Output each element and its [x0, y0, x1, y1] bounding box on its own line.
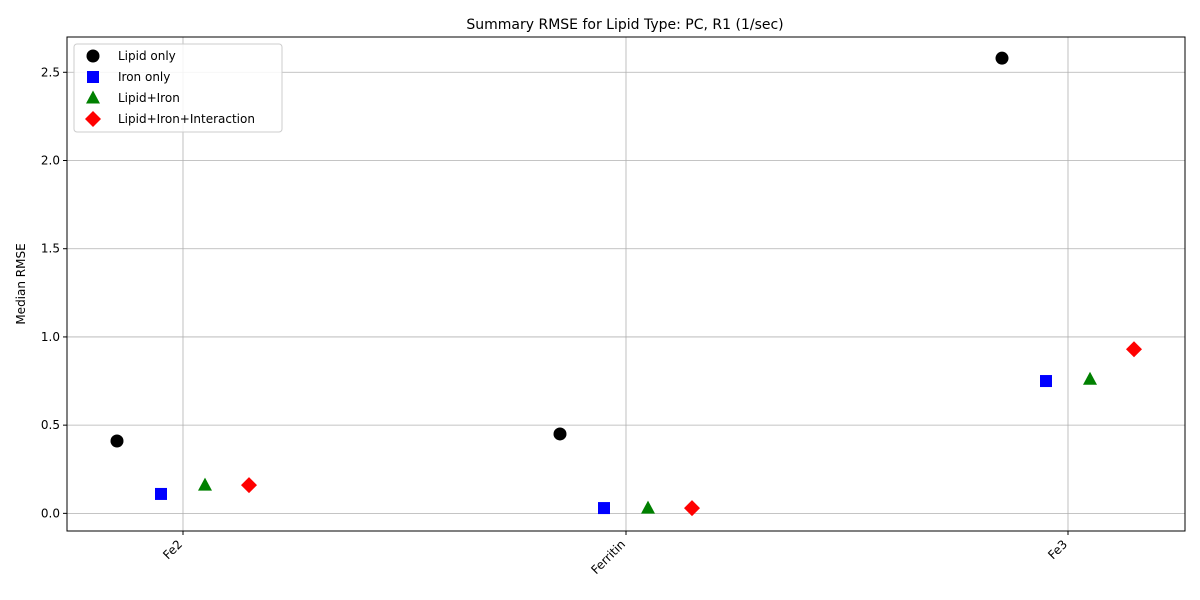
legend-marker: [86, 49, 100, 63]
y-tick-label: 0.0: [41, 506, 60, 520]
y-tick-label: 0.5: [41, 418, 60, 432]
data-point: [1126, 341, 1142, 358]
legend-label: Lipid+Iron+Interaction: [118, 112, 255, 126]
y-axis-label: Median RMSE: [14, 243, 28, 324]
data-points: [110, 51, 1142, 517]
legend-marker: [87, 71, 99, 83]
data-point: [995, 51, 1009, 65]
legend: Lipid only Iron only Lipid+Iron Lipid+Iron+…: [73, 43, 283, 133]
chart-title: Summary RMSE for Lipid Type: PC, R1 (1/s…: [466, 17, 783, 33]
data-point: [241, 477, 257, 494]
data-point: [598, 502, 610, 515]
data-point: [641, 500, 655, 514]
legend-box: [73, 43, 283, 133]
y-tick-label: 1.5: [41, 242, 60, 256]
data-point: [155, 487, 167, 500]
legend-marker: [85, 111, 101, 127]
legend-label: Lipid+Iron: [118, 91, 180, 105]
y-tick-label: 1.0: [41, 330, 60, 344]
data-point: [1040, 375, 1052, 388]
legend-label: Iron only: [118, 70, 170, 84]
y-axis: 0.0 0.5 1.0 1.5 2.0 2.5: [41, 65, 67, 520]
y-tick-label: 2.0: [41, 154, 60, 168]
data-point: [684, 500, 700, 517]
y-tick-label: 2.5: [41, 65, 60, 79]
legend-label: Lipid only: [118, 49, 176, 63]
grid: [67, 37, 1185, 531]
legend-marker: [86, 90, 100, 104]
data-point: [1083, 371, 1097, 385]
data-point: [198, 477, 212, 491]
data-point: [553, 427, 567, 441]
data-point: [110, 434, 124, 448]
